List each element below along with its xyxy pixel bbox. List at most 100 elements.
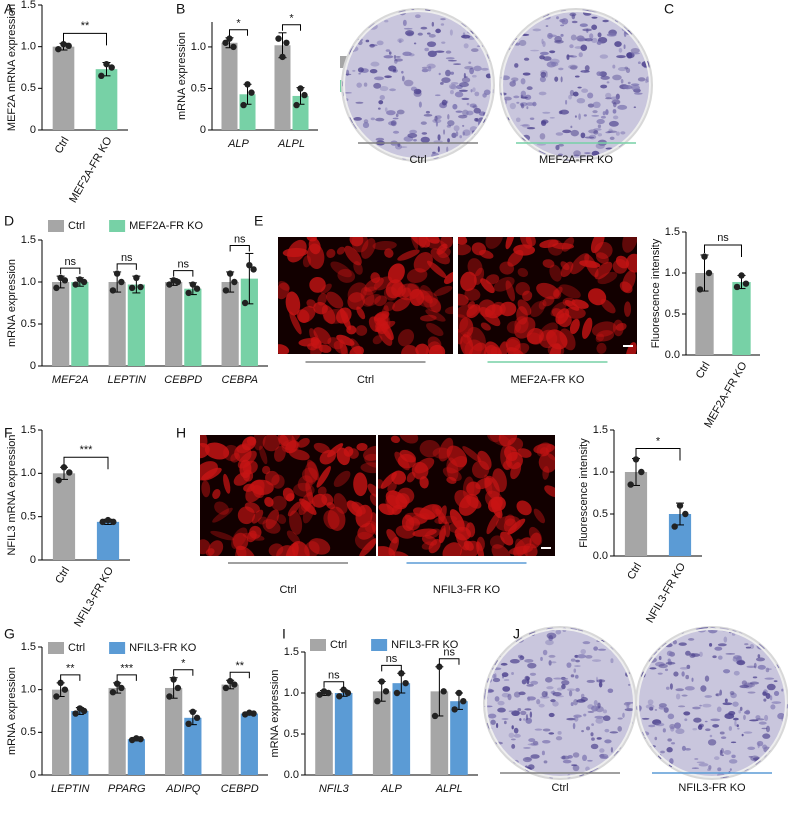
data-point [55, 477, 62, 484]
stain-speck [612, 115, 619, 120]
stain-speck [536, 699, 541, 705]
stain-speck [527, 764, 535, 770]
cell [409, 288, 425, 307]
data-point [60, 40, 67, 48]
cell [309, 276, 326, 293]
y-tick-label: 0 [200, 124, 206, 136]
stain-speck [617, 104, 628, 110]
stain-speck [385, 49, 391, 52]
cell [491, 544, 511, 556]
stain-speck [743, 710, 751, 715]
cell [336, 246, 346, 255]
stain-speck [519, 102, 528, 107]
stain-speck [575, 687, 580, 692]
significance-bracket [635, 448, 681, 461]
stain-speck [753, 662, 757, 669]
data-point [189, 708, 197, 716]
stain-speck [639, 153, 645, 155]
cell [420, 314, 437, 322]
data-point [632, 456, 640, 463]
stain-speck [488, 134, 493, 141]
cell [517, 267, 529, 278]
significance-bracket [116, 263, 137, 270]
bar [71, 711, 89, 775]
cell [347, 292, 365, 310]
stain-speck [463, 72, 466, 79]
stain-speck [767, 639, 770, 644]
stain-speck [767, 668, 772, 671]
data-point [682, 510, 689, 518]
cell [392, 297, 411, 312]
stain-speck [569, 65, 578, 70]
stain-speck [541, 740, 551, 744]
stain-speck [681, 745, 686, 751]
cell [424, 528, 441, 539]
stain-speck [571, 764, 578, 767]
stain-speck [632, 752, 636, 759]
stain-speck [445, 69, 451, 77]
stain-speck [765, 725, 770, 733]
stain-speck [409, 129, 418, 134]
stain-speck [532, 28, 542, 32]
stain-speck [627, 81, 631, 85]
stain-speck [526, 127, 536, 130]
stain-speck [447, 114, 450, 120]
cell [397, 329, 415, 347]
significance-label: ns [717, 232, 729, 244]
stain-speck [592, 101, 601, 109]
stain-speck [440, 81, 444, 85]
significance-label: ns [234, 233, 246, 245]
stain-speck [361, 144, 367, 150]
stain-speck [586, 679, 595, 683]
stain-speck [571, 14, 576, 20]
stain-speck [394, 58, 398, 64]
stain-speck [569, 44, 574, 49]
significance-bracket [60, 267, 81, 275]
cell [490, 346, 503, 354]
category-label: Ctrl [625, 561, 644, 582]
cell [493, 276, 515, 292]
stain-speck [700, 685, 707, 692]
cell [552, 242, 575, 250]
stain-speck [515, 117, 521, 123]
panel-letter: E [254, 213, 263, 229]
stain-speck [487, 713, 497, 719]
stain-speck [506, 20, 512, 26]
stain-speck [587, 759, 593, 762]
data-point [66, 469, 73, 476]
stain-speck [425, 110, 430, 114]
cell [392, 551, 410, 556]
stain-speck [575, 659, 580, 663]
cell [497, 341, 508, 354]
panel-letter: H [176, 425, 186, 441]
stain-speck [665, 686, 670, 690]
stain-speck [519, 657, 522, 661]
bar [392, 683, 411, 775]
stain-speck [355, 101, 364, 104]
data-point [61, 277, 69, 284]
stain-speck [496, 722, 499, 729]
stain-speck [641, 744, 648, 748]
group-label: Ctrl [279, 584, 296, 596]
cell [550, 301, 567, 317]
stain-speck [699, 651, 703, 657]
stain-speck [501, 672, 509, 678]
y-axis-label: mRNA expression [6, 667, 18, 755]
stain-speck [528, 738, 536, 743]
stain-speck [393, 54, 397, 60]
data-point [230, 43, 237, 51]
cell [433, 285, 453, 297]
stain-speck [574, 665, 581, 667]
stain-speck [538, 703, 545, 708]
stain-speck [555, 629, 562, 635]
stain-speck [365, 18, 371, 24]
cell [370, 512, 376, 536]
stain-speck [459, 135, 463, 139]
data-point [113, 680, 121, 687]
y-tick-label: 0.0 [593, 550, 608, 562]
stain-speck [342, 45, 345, 48]
stain-speck [342, 135, 347, 137]
stain-speck [553, 677, 563, 680]
stain-speck [611, 99, 621, 105]
cell [390, 435, 401, 444]
